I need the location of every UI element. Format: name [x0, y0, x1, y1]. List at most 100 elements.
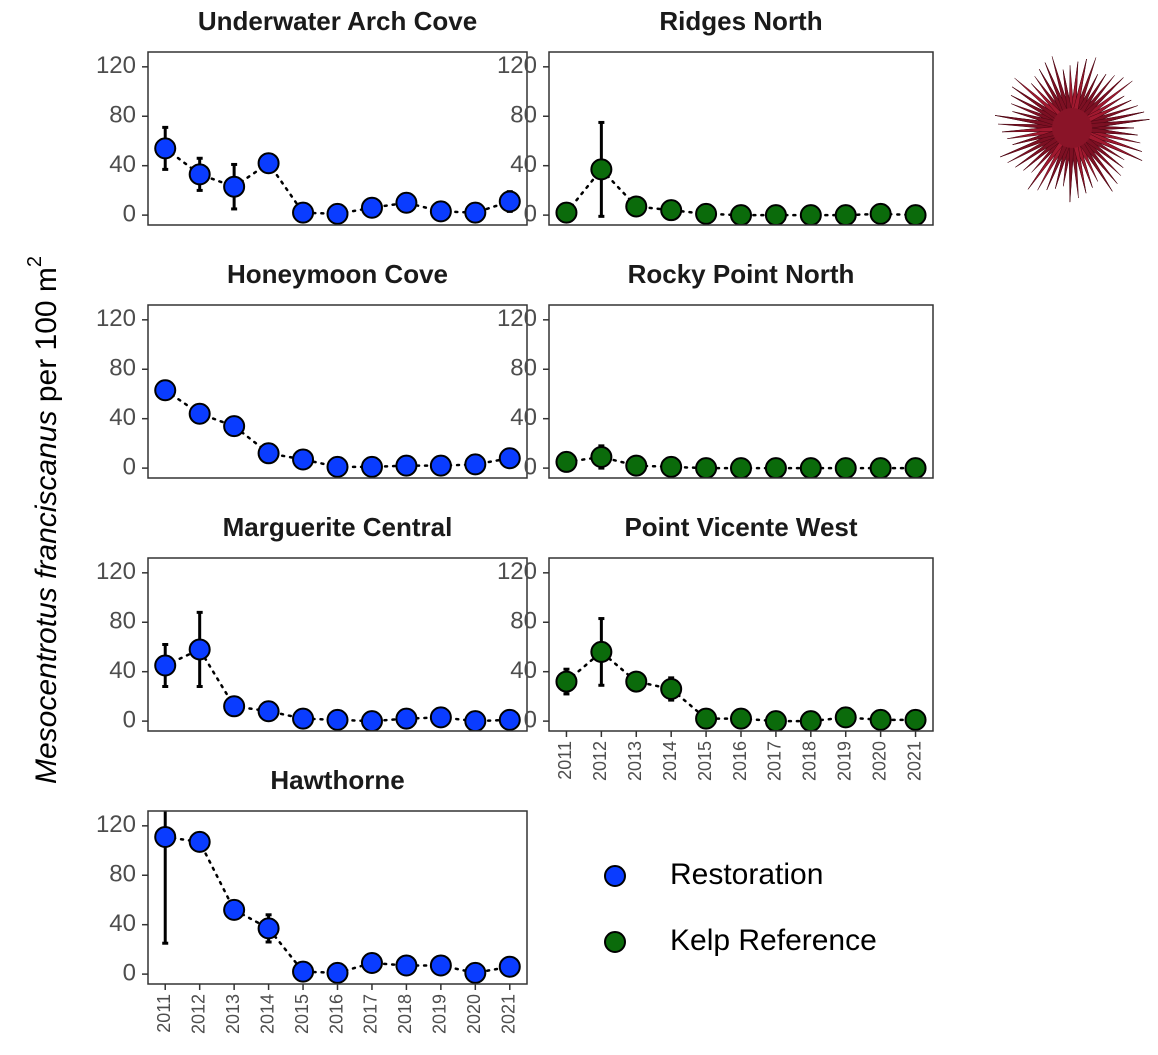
point: [660, 677, 683, 700]
x-tick-label: 2016: [730, 741, 750, 781]
y-tick-label: 40: [510, 657, 537, 684]
x-tick-label: 2020: [869, 741, 889, 781]
y-tick-label: 40: [109, 404, 136, 431]
point: [869, 202, 892, 225]
x-tick-label: 2015: [292, 994, 312, 1034]
point: [257, 700, 280, 723]
point: [869, 708, 892, 731]
point: [395, 454, 418, 477]
y-label-sup: 2: [24, 256, 46, 267]
point: [154, 137, 177, 160]
urchin-icon: [995, 56, 1150, 203]
plot-area: [154, 125, 521, 225]
point: [429, 706, 452, 729]
y-tick-label: 40: [109, 910, 136, 937]
series-line: [565, 167, 917, 217]
point: [869, 457, 892, 478]
panel-frame: [548, 51, 934, 226]
legend-label: Kelp Reference: [670, 924, 877, 957]
point: [834, 204, 857, 225]
point: [695, 202, 718, 225]
panel-title: Ridges North: [659, 6, 822, 36]
panel-frame: [147, 557, 528, 732]
y-tick-label: 120: [96, 52, 136, 79]
y-tick-label: 120: [497, 558, 537, 585]
y-tick-label: 80: [109, 102, 136, 129]
x-tick-label: 2021: [499, 994, 519, 1034]
y-tick-label: 40: [510, 151, 537, 178]
x-tick-label: 2017: [765, 741, 785, 781]
series-line: [163, 835, 512, 975]
point: [292, 448, 315, 471]
y-tick-label: 120: [96, 811, 136, 838]
point: [154, 379, 177, 402]
x-tick-label: 2011: [555, 741, 575, 780]
point: [764, 457, 787, 478]
point: [904, 708, 927, 731]
point: [799, 457, 822, 478]
point: [764, 204, 787, 225]
y-tick-label: 80: [510, 355, 537, 382]
point: [395, 954, 418, 977]
point: [590, 445, 613, 468]
point: [292, 707, 315, 730]
point: [360, 710, 383, 731]
point: [799, 710, 822, 731]
point: [590, 640, 613, 663]
point: [464, 453, 487, 476]
panel-title: Hawthorne: [270, 765, 404, 795]
point: [730, 204, 752, 225]
urchin-body: [1052, 108, 1092, 148]
plot-area: [154, 811, 521, 984]
urchin-spine: [1068, 141, 1075, 203]
x-tick-label: 2012: [590, 741, 610, 781]
point: [223, 898, 246, 921]
point: [464, 961, 487, 984]
point: [292, 960, 315, 983]
point: [292, 201, 315, 224]
y-tick-label: 0: [524, 706, 537, 733]
y-tick-label: 0: [524, 453, 537, 480]
point: [730, 707, 752, 730]
point: [498, 447, 521, 470]
point: [429, 200, 452, 223]
panel-frame: [548, 557, 934, 732]
point: [326, 455, 349, 478]
y-tick-label: 0: [123, 453, 136, 480]
point: [429, 454, 452, 477]
point: [625, 195, 648, 218]
point: [188, 402, 211, 425]
point: [188, 830, 211, 853]
panel-frame: [548, 304, 934, 479]
point: [730, 457, 752, 478]
x-tick-label: 2011: [154, 994, 174, 1033]
point: [799, 204, 822, 225]
x-tick-label: 2018: [395, 994, 415, 1034]
point: [257, 917, 280, 940]
panel-frame: [147, 51, 528, 226]
x-tick-label: 2014: [660, 741, 680, 781]
x-tick-label: 2021: [904, 741, 924, 781]
legend-marker: [604, 931, 626, 953]
x-tick-label: 2019: [430, 994, 450, 1034]
point: [625, 670, 648, 693]
y-tick-label: 120: [96, 305, 136, 332]
panel-frame: [147, 304, 528, 479]
panel-frame: [147, 810, 528, 985]
y-tick-label: 0: [123, 200, 136, 227]
point: [660, 199, 683, 222]
point: [904, 457, 927, 478]
point: [257, 442, 280, 465]
plot-area: [154, 610, 521, 731]
y-tick-label: 80: [109, 861, 136, 888]
panel-title: Underwater Arch Cove: [198, 6, 477, 36]
y-tick-label: 80: [510, 608, 537, 635]
panel-title: Point Vicente West: [624, 512, 857, 542]
x-tick-label: 2013: [223, 994, 243, 1034]
point: [660, 455, 683, 478]
y-tick-label: 80: [109, 608, 136, 635]
point: [154, 825, 177, 848]
legend-marker: [604, 865, 626, 887]
panel-title: Marguerite Central: [223, 512, 453, 542]
